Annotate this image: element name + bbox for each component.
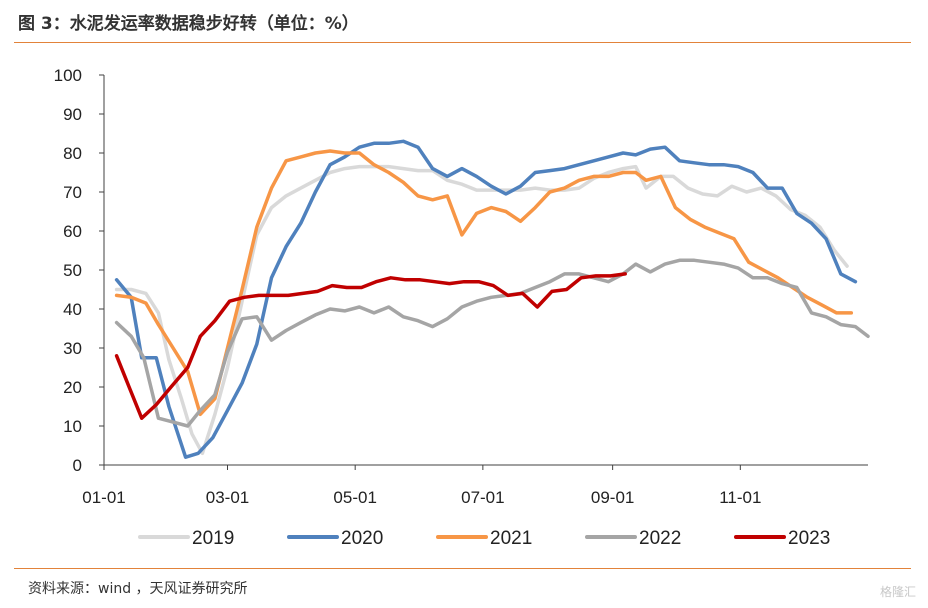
source-note: 资料来源：wind ，天风证券研究所 — [28, 581, 248, 597]
series-line-2023 — [114, 272, 627, 420]
y-tick-label: 50 — [63, 261, 82, 280]
legend-label-2023: 2023 — [788, 528, 830, 549]
line-chart: 0 10 20 30 40 50 60 70 80 90 100 01-01 03-01 05-01 07-… — [54, 66, 870, 549]
chart-axes: 0 10 20 30 40 50 60 70 80 90 100 01-01 03-01 05-01 07-… — [54, 66, 868, 507]
series-line-2022 — [114, 258, 870, 428]
x-tick-label: 07-01 — [461, 488, 504, 507]
series-line-2020 — [114, 139, 858, 459]
y-tick-label: 30 — [63, 339, 82, 358]
y-tick-label: 40 — [63, 300, 82, 319]
y-tick-label: 20 — [63, 378, 82, 397]
chart-legend: 2019 2020 2021 2022 2023 — [138, 528, 830, 549]
x-tick-label: 09-01 — [591, 488, 634, 507]
legend-label-2021: 2021 — [490, 528, 532, 549]
legend-label-2022: 2022 — [639, 528, 681, 549]
y-tick-label: 0 — [73, 456, 82, 475]
y-tick-label: 70 — [63, 183, 82, 202]
legend-label-2020: 2020 — [341, 528, 383, 549]
legend-label-2019: 2019 — [192, 528, 234, 549]
y-tick-label: 100 — [54, 66, 82, 85]
chart-series — [114, 139, 870, 459]
y-tick-label: 90 — [63, 105, 82, 124]
y-tick-label: 80 — [63, 144, 82, 163]
series-line-2019 — [114, 164, 849, 456]
x-tick-label: 11-01 — [719, 488, 761, 507]
y-tick-label: 10 — [63, 417, 82, 436]
title-divider — [14, 42, 911, 43]
chart-title: 图 3：水泥发运率数据稳步好转（单位：%） — [18, 14, 359, 34]
series-line-2021 — [114, 149, 854, 417]
watermark-logo: 格隆汇 — [879, 585, 916, 599]
x-tick-label: 05-01 — [333, 488, 376, 507]
footer-divider — [14, 568, 911, 569]
x-tick-label: 01-01 — [82, 488, 125, 507]
y-tick-label: 60 — [63, 222, 82, 241]
x-tick-label: 03-01 — [206, 488, 249, 507]
